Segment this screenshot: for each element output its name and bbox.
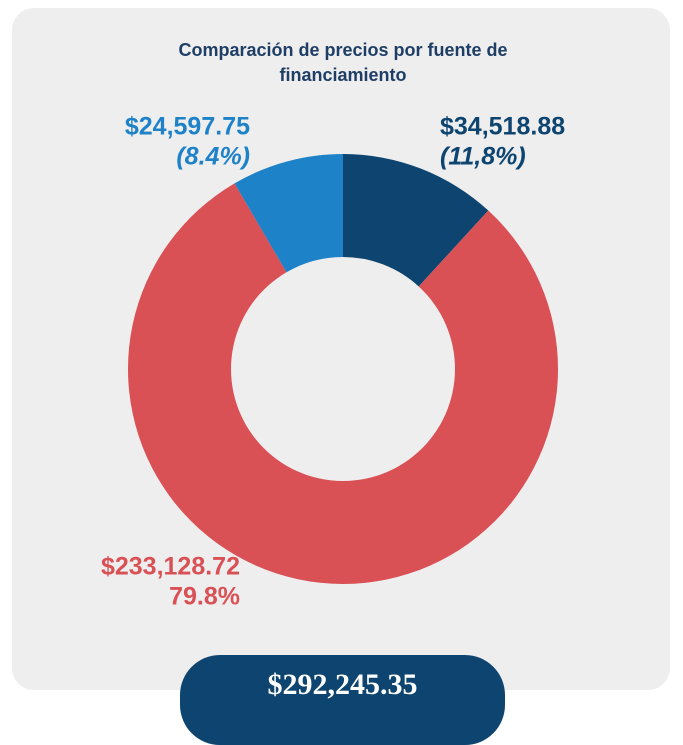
value-label: $24,597.75 xyxy=(125,113,250,141)
percentage-label: (11,8%) xyxy=(440,143,526,171)
value-label: $233,128.72 xyxy=(101,553,240,581)
total-pill xyxy=(180,655,505,745)
chart-title: Comparación de precios por fuente de fin… xyxy=(178,40,508,85)
donut-segment xyxy=(343,154,489,287)
value-label: $34,518.88 xyxy=(440,113,565,141)
percentage-label: (8.4%) xyxy=(176,143,250,171)
donut-segment xyxy=(127,183,558,584)
total-label: $292,245.35 xyxy=(267,668,418,701)
percentage-label: 79.8% xyxy=(169,583,240,611)
donut-segment xyxy=(234,154,343,273)
